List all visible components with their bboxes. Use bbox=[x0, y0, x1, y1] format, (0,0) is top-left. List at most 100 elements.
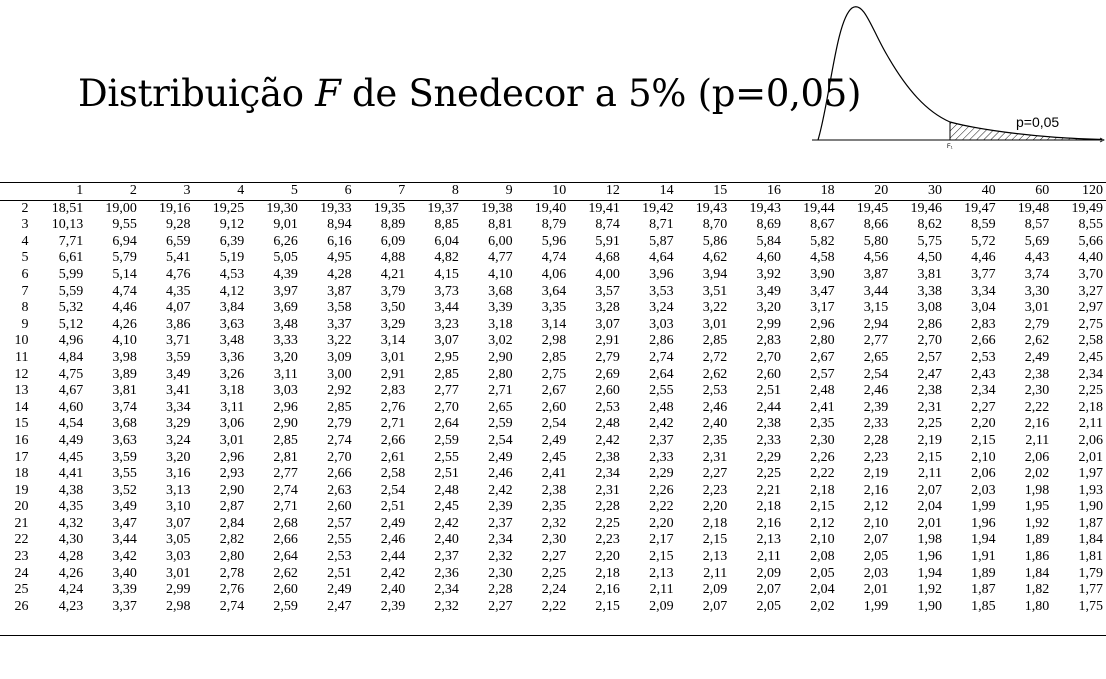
table-cell: 1,96 bbox=[971, 515, 996, 531]
table-cell: 2,28 bbox=[863, 432, 889, 448]
table-cell: 2,74 bbox=[649, 349, 674, 365]
table-cell: 19,25 bbox=[212, 200, 245, 216]
table-cell: 2,87 bbox=[219, 499, 245, 515]
table-cell: 2,29 bbox=[649, 466, 674, 482]
table-cell: 3,18 bbox=[488, 316, 513, 332]
table-cell: 4,64 bbox=[649, 250, 674, 266]
table-cell: 19,30 bbox=[266, 200, 298, 216]
row-label: 21 bbox=[14, 515, 29, 531]
table-cell: 3,96 bbox=[649, 266, 674, 282]
table-cell: 9,28 bbox=[166, 217, 191, 233]
table-cell: 2,51 bbox=[434, 466, 459, 482]
table-cell: 2,49 bbox=[488, 449, 513, 465]
table-cell: 3,68 bbox=[488, 283, 513, 299]
table-cell: 5,75 bbox=[917, 233, 942, 249]
table-cell: 3,34 bbox=[166, 399, 191, 415]
table-row: 11 4,84 3,98 3,59 3,36 3,20 3,09 3,01 2,95 2,90 2,… bbox=[0, 350, 1106, 367]
axis-arrow bbox=[1099, 137, 1105, 143]
table-cell: 3,35 bbox=[541, 300, 567, 316]
table-cell: 2,03 bbox=[863, 565, 889, 581]
table-cell: 2,09 bbox=[756, 565, 781, 581]
table-cell: 2,32 bbox=[488, 549, 513, 565]
table-cell: 2,21 bbox=[756, 482, 781, 498]
row-label: 3 bbox=[21, 217, 29, 233]
table-cell: 2,54 bbox=[380, 482, 406, 498]
table-row: 9 5,12 4,26 3,86 3,63 3,48 3,37 3,29 3,23 3,18 3,1… bbox=[0, 317, 1106, 334]
column-header: 5 bbox=[247, 182, 301, 201]
table-cell: 2,11 bbox=[756, 549, 781, 565]
table-cell: 2,23 bbox=[863, 449, 889, 465]
table-cell: 2,12 bbox=[810, 515, 835, 531]
table-cell: 9,55 bbox=[112, 217, 137, 233]
table-cell: 6,09 bbox=[380, 233, 406, 249]
table-cell: 2,13 bbox=[649, 565, 674, 581]
row-label: 22 bbox=[14, 532, 29, 548]
table-row: 4 7,71 6,94 6,59 6,39 6,26 6,16 6,09 6,04 6,00 5,9… bbox=[0, 234, 1106, 251]
table-cell: 4,06 bbox=[541, 266, 567, 282]
table-cell: 3,36 bbox=[219, 349, 245, 365]
table-cell: 3,59 bbox=[166, 349, 191, 365]
table-cell: 2,54 bbox=[863, 366, 889, 382]
table-cell: 3,26 bbox=[219, 366, 245, 382]
table-cell: 3,90 bbox=[810, 266, 835, 282]
table-cell: 1,77 bbox=[1078, 582, 1104, 598]
table-cell: 2,11 bbox=[1025, 432, 1050, 448]
table-cell: 1,79 bbox=[1078, 565, 1104, 581]
column-header: 1 bbox=[32, 182, 87, 201]
row-label: 19 bbox=[14, 482, 29, 498]
table-cell: 2,79 bbox=[595, 349, 620, 365]
table-cell: 2,13 bbox=[702, 549, 728, 565]
table-cell: 2,86 bbox=[917, 316, 942, 332]
table-cell: 3,07 bbox=[166, 515, 191, 531]
table-row: 15 4,54 3,68 3,29 3,06 2,90 2,79 2,71 2,64 2,59 2,… bbox=[0, 416, 1106, 433]
table-row: 12 4,75 3,89 3,49 3,26 3,11 3,00 2,91 2,85 2,80 2,… bbox=[0, 367, 1106, 384]
table-cell: 3,38 bbox=[917, 283, 942, 299]
table-cell: 2,71 bbox=[380, 416, 406, 432]
table-cell: 2,64 bbox=[434, 416, 459, 432]
column-header: 8 bbox=[408, 182, 462, 201]
table-cell: 2,35 bbox=[702, 432, 728, 448]
table-cell: 1,86 bbox=[1024, 549, 1050, 565]
table-cell: 4,30 bbox=[58, 532, 84, 548]
table-cell: 2,32 bbox=[408, 598, 462, 637]
table-cell: 1,91 bbox=[971, 549, 996, 565]
table-cell: 6,61 bbox=[58, 250, 84, 266]
table-cell: 2,46 bbox=[488, 466, 513, 482]
p-label: p=0,05 bbox=[1016, 114, 1059, 130]
table-cell: 2,15 bbox=[649, 549, 674, 565]
table-cell: 3,84 bbox=[219, 300, 245, 316]
table-cell: 2,42 bbox=[649, 416, 674, 432]
table-cell: 4,10 bbox=[112, 333, 137, 349]
table-row: 2 18,51 19,00 19,16 19,25 19,30 19,33 19,35 19,3… bbox=[0, 200, 1106, 217]
title-variable: F bbox=[315, 72, 341, 115]
table-cell: 1,94 bbox=[917, 565, 942, 581]
table-cell: 3,01 bbox=[1024, 300, 1050, 316]
table-cell: 2,37 bbox=[434, 549, 459, 565]
table-cell: 2,98 bbox=[139, 598, 194, 637]
table-cell: 2,18 bbox=[702, 515, 728, 531]
table-cell: 2,84 bbox=[219, 515, 245, 531]
table-cell: 3,01 bbox=[702, 316, 728, 332]
table-cell: 3,10 bbox=[166, 499, 191, 515]
table-cell: 2,79 bbox=[327, 416, 352, 432]
table-cell: 19,38 bbox=[481, 200, 513, 216]
table-cell: 2,70 bbox=[756, 349, 781, 365]
table-cell: 2,41 bbox=[541, 466, 567, 482]
table-cell: 2,31 bbox=[595, 482, 620, 498]
table-cell: 3,49 bbox=[756, 283, 781, 299]
table-cell: 2,02 bbox=[1024, 466, 1050, 482]
table-cell: 3,37 bbox=[86, 598, 140, 637]
table-cell: 2,60 bbox=[541, 399, 567, 415]
table-body: 2 18,51 19,00 19,16 19,25 19,30 19,33 19,35 19,3… bbox=[0, 200, 1106, 637]
table-cell: 3,87 bbox=[327, 283, 352, 299]
table-cell: 8,85 bbox=[434, 217, 459, 233]
table-cell: 8,67 bbox=[810, 217, 835, 233]
table-cell: 4,46 bbox=[971, 250, 996, 266]
table-cell: 2,07 bbox=[863, 532, 889, 548]
table-cell: 1,98 bbox=[917, 532, 942, 548]
table-cell: 3,49 bbox=[166, 366, 191, 382]
table-cell: 3,11 bbox=[220, 399, 245, 415]
table-cell: 3,15 bbox=[863, 300, 889, 316]
table-cell: 8,69 bbox=[756, 217, 781, 233]
table-cell: 1,93 bbox=[1078, 482, 1104, 498]
